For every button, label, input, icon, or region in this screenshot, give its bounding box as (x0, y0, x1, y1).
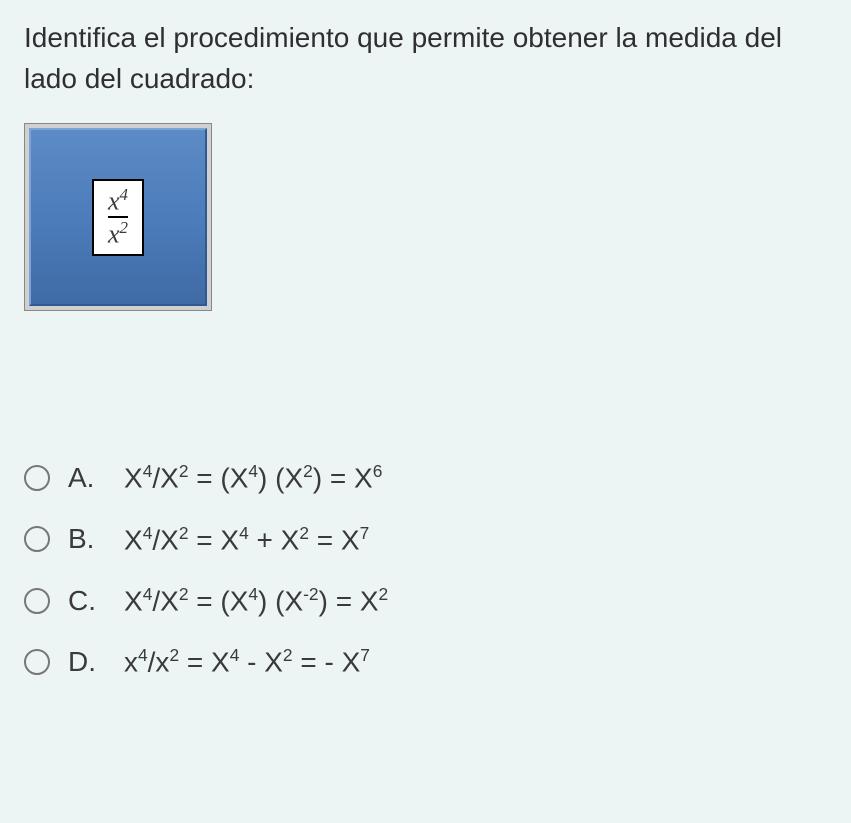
option-a[interactable]: A. X4/X2 = (X4) (X2) = X6 (24, 461, 827, 494)
option-d[interactable]: D. x4/x2 = X4 - X2 = - X7 (24, 645, 827, 678)
option-letter: B. (68, 523, 106, 555)
question-text: Identifica el procedimiento que permite … (24, 18, 827, 99)
option-formula: X4/X2 = (X4) (X-2) = X2 (124, 584, 388, 617)
options-group: A. X4/X2 = (X4) (X2) = X6 B. X4/X2 = X4 … (24, 461, 827, 678)
numerator-base: x (108, 186, 120, 215)
denominator-exp: 2 (120, 218, 128, 237)
square-figure: x4 x2 (29, 128, 207, 306)
option-letter: C. (68, 585, 106, 617)
fraction-box: x4 x2 (92, 179, 144, 256)
denominator-base: x (108, 220, 120, 249)
option-letter: D. (68, 646, 106, 678)
option-b[interactable]: B. X4/X2 = X4 + X2 = X7 (24, 523, 827, 556)
figure-container: x4 x2 (24, 123, 212, 311)
fraction-denominator: x2 (108, 218, 128, 248)
option-formula: X4/X2 = (X4) (X2) = X6 (124, 461, 382, 494)
radio-icon[interactable] (24, 649, 50, 675)
option-formula: x4/x2 = X4 - X2 = - X7 (124, 645, 370, 678)
numerator-exp: 4 (120, 185, 128, 204)
fraction-numerator: x4 (108, 187, 128, 219)
option-letter: A. (68, 462, 106, 494)
radio-icon[interactable] (24, 526, 50, 552)
option-formula: X4/X2 = X4 + X2 = X7 (124, 523, 369, 556)
radio-icon[interactable] (24, 588, 50, 614)
option-c[interactable]: C. X4/X2 = (X4) (X-2) = X2 (24, 584, 827, 617)
radio-icon[interactable] (24, 465, 50, 491)
